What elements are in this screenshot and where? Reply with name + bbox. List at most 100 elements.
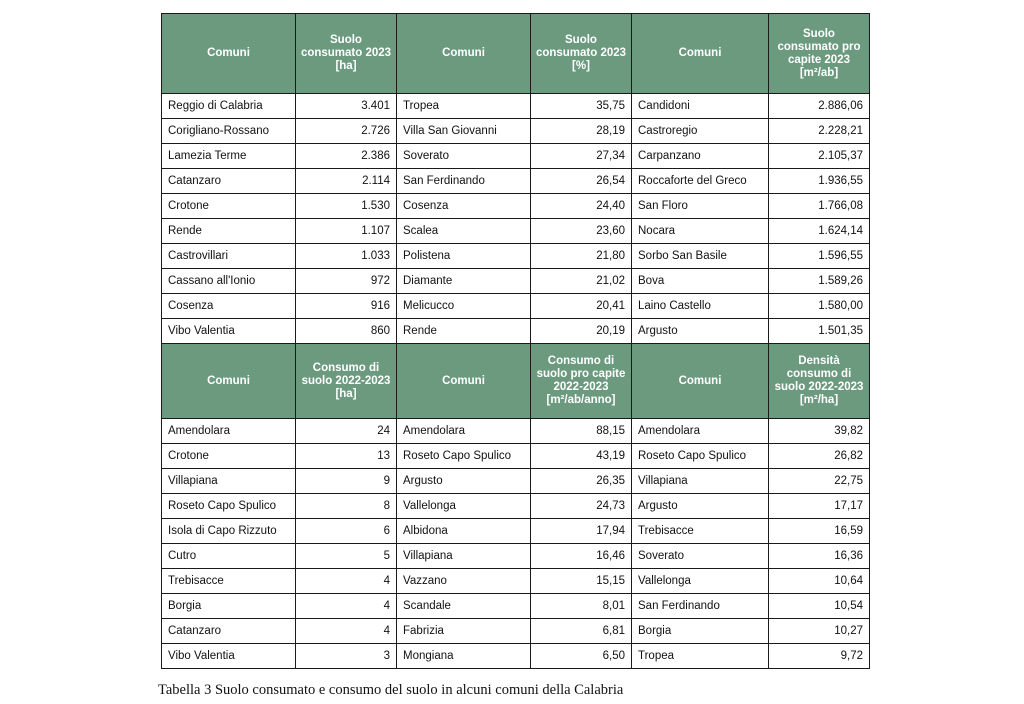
cell-comune: Fabrizia xyxy=(396,618,531,644)
table2-body: Amendolara 24 Amendolara 88,15 Amendolara 39,… xyxy=(161,418,870,669)
cell-value: 28,19 xyxy=(530,118,632,144)
cell-comune: Polistena xyxy=(396,243,531,269)
cell-comune: Rende xyxy=(396,318,531,344)
table-row: Rende 1.107 Scalea 23,60 Nocara 1.624,14 xyxy=(161,218,870,244)
cell-value: 2.726 xyxy=(295,118,397,144)
header-line: capite 2023 xyxy=(787,53,850,66)
header-line: [%] xyxy=(572,60,590,72)
header-line: suolo 2022-2023 xyxy=(301,374,391,387)
cell-value: 4 xyxy=(295,568,397,594)
header-line: consumo di xyxy=(786,368,852,380)
cell-value: 2.114 xyxy=(295,168,397,194)
cell-comune: Vallelonga xyxy=(631,568,769,594)
table-row: Amendolara 24 Amendolara 88,15 Amendolara 39,… xyxy=(161,418,870,444)
cell-comune: San Ferdinando xyxy=(396,168,531,194)
cell-value: 10,27 xyxy=(768,618,870,644)
table-row: Vibo Valentia 860 Rende 20,19 Argusto 1.501,3… xyxy=(161,318,870,344)
column-header-comuni: Comuni xyxy=(631,343,769,419)
header-line: Comuni xyxy=(207,374,250,387)
cell-value: 916 xyxy=(295,293,397,319)
cell-value: 16,36 xyxy=(768,543,870,569)
cell-value: 1.624,14 xyxy=(768,218,870,244)
cell-value: 2.386 xyxy=(295,143,397,169)
header-line: [m²/ab] xyxy=(799,66,839,79)
cell-value: 15,15 xyxy=(530,568,632,594)
cell-comune: Tropea xyxy=(631,643,769,669)
cell-value: 3 xyxy=(295,643,397,669)
cell-value: 972 xyxy=(295,268,397,294)
header-line: Suolo xyxy=(330,34,362,46)
cell-value: 8,01 xyxy=(530,593,632,619)
header-line: [m²/ha] xyxy=(799,394,839,406)
cell-value: 1.766,08 xyxy=(768,193,870,219)
table-row: Isola di Capo Rizzuto 6 Albidona 17,94 Trebi… xyxy=(161,518,870,544)
cell-value: 6 xyxy=(295,518,397,544)
cell-value: 20,19 xyxy=(530,318,632,344)
cell-value: 21,02 xyxy=(530,268,632,294)
cell-value: 9 xyxy=(295,468,397,494)
header-line: [ha] xyxy=(335,387,357,400)
cell-comune: Roccaforte del Greco xyxy=(631,168,769,194)
cell-comune: Roseto Capo Spulico xyxy=(161,493,296,519)
column-header-comuni: Comuni xyxy=(396,343,531,419)
cell-value: 20,41 xyxy=(530,293,632,319)
cell-comune: Rende xyxy=(161,218,296,244)
cell-value: 35,75 xyxy=(530,93,632,119)
cell-comune: Crotone xyxy=(161,193,296,219)
tables-container: Comuni Suolo consumato 2023 [ha] Comuni Suolo… xyxy=(161,13,870,669)
cell-comune: Bova xyxy=(631,268,769,294)
cell-comune: Amendolara xyxy=(161,418,296,444)
cell-comune: Corigliano-Rossano xyxy=(161,118,296,144)
cell-value: 1.589,26 xyxy=(768,268,870,294)
cell-comune: Isola di Capo Rizzuto xyxy=(161,518,296,544)
header-line: suolo pro capite xyxy=(536,368,626,380)
cell-comune: Albidona xyxy=(396,518,531,544)
cell-value: 1.596,55 xyxy=(768,243,870,269)
cell-value: 22,75 xyxy=(768,468,870,494)
cell-comune: Borgia xyxy=(161,593,296,619)
column-header-value: Consumo di suolo 2022-2023 [ha] xyxy=(295,343,397,419)
header-line: 2022-2023 xyxy=(553,381,609,393)
cell-comune: Cassano all'Ionio xyxy=(161,268,296,294)
cell-comune: Vibo Valentia xyxy=(161,643,296,669)
table-row: Villapiana 9 Argusto 26,35 Villapiana 22,75 xyxy=(161,468,870,494)
cell-comune: Soverato xyxy=(631,543,769,569)
cell-comune: Melicucco xyxy=(396,293,531,319)
cell-value: 860 xyxy=(295,318,397,344)
cell-value: 17,17 xyxy=(768,493,870,519)
cell-value: 2.228,21 xyxy=(768,118,870,144)
cell-comune: Crotone xyxy=(161,443,296,469)
table-row: Roseto Capo Spulico 8 Vallelonga 24,73 Argus… xyxy=(161,493,870,519)
header-line: [m²/ab/anno] xyxy=(546,394,616,406)
cell-value: 2.105,37 xyxy=(768,143,870,169)
cell-comune: Borgia xyxy=(631,618,769,644)
column-header-comuni: Comuni xyxy=(161,343,296,419)
column-header-value: Suolo consumato 2023 [ha] xyxy=(295,13,397,94)
table-row: Vibo Valentia 3 Mongiana 6,50 Tropea 9,72 xyxy=(161,643,870,669)
cell-value: 23,60 xyxy=(530,218,632,244)
header-line: Consumo di xyxy=(312,361,380,374)
cell-value: 21,80 xyxy=(530,243,632,269)
cell-value: 16,46 xyxy=(530,543,632,569)
cell-value: 43,19 xyxy=(530,443,632,469)
cell-comune: Roseto Capo Spulico xyxy=(631,443,769,469)
header-line: consumato 2023 xyxy=(535,47,627,59)
cell-value: 3.401 xyxy=(295,93,397,119)
cell-comune: Laino Castello xyxy=(631,293,769,319)
header-line: Suolo xyxy=(803,27,835,40)
cell-value: 5 xyxy=(295,543,397,569)
table1-body: Reggio di Calabria 3.401 Tropea 35,75 Candid… xyxy=(161,93,870,344)
cell-comune: Castroregio xyxy=(631,118,769,144)
header-row-soil-consumed-2023: Comuni Suolo consumato 2023 [ha] Comuni Suolo… xyxy=(161,13,870,94)
header-line: Consumo di xyxy=(547,355,615,367)
cell-value: 24 xyxy=(295,418,397,444)
table-row: Corigliano-Rossano 2.726 Villa San Giovann… xyxy=(161,118,870,144)
header-line: [ha] xyxy=(335,60,357,72)
cell-comune: Vibo Valentia xyxy=(161,318,296,344)
cell-value: 1.530 xyxy=(295,193,397,219)
cell-value: 26,82 xyxy=(768,443,870,469)
cell-value: 13 xyxy=(295,443,397,469)
cell-comune: San Floro xyxy=(631,193,769,219)
table-row: Cassano all'Ionio 972 Diamante 21,02 Bova 1.5… xyxy=(161,268,870,294)
cell-comune: Vazzano xyxy=(396,568,531,594)
